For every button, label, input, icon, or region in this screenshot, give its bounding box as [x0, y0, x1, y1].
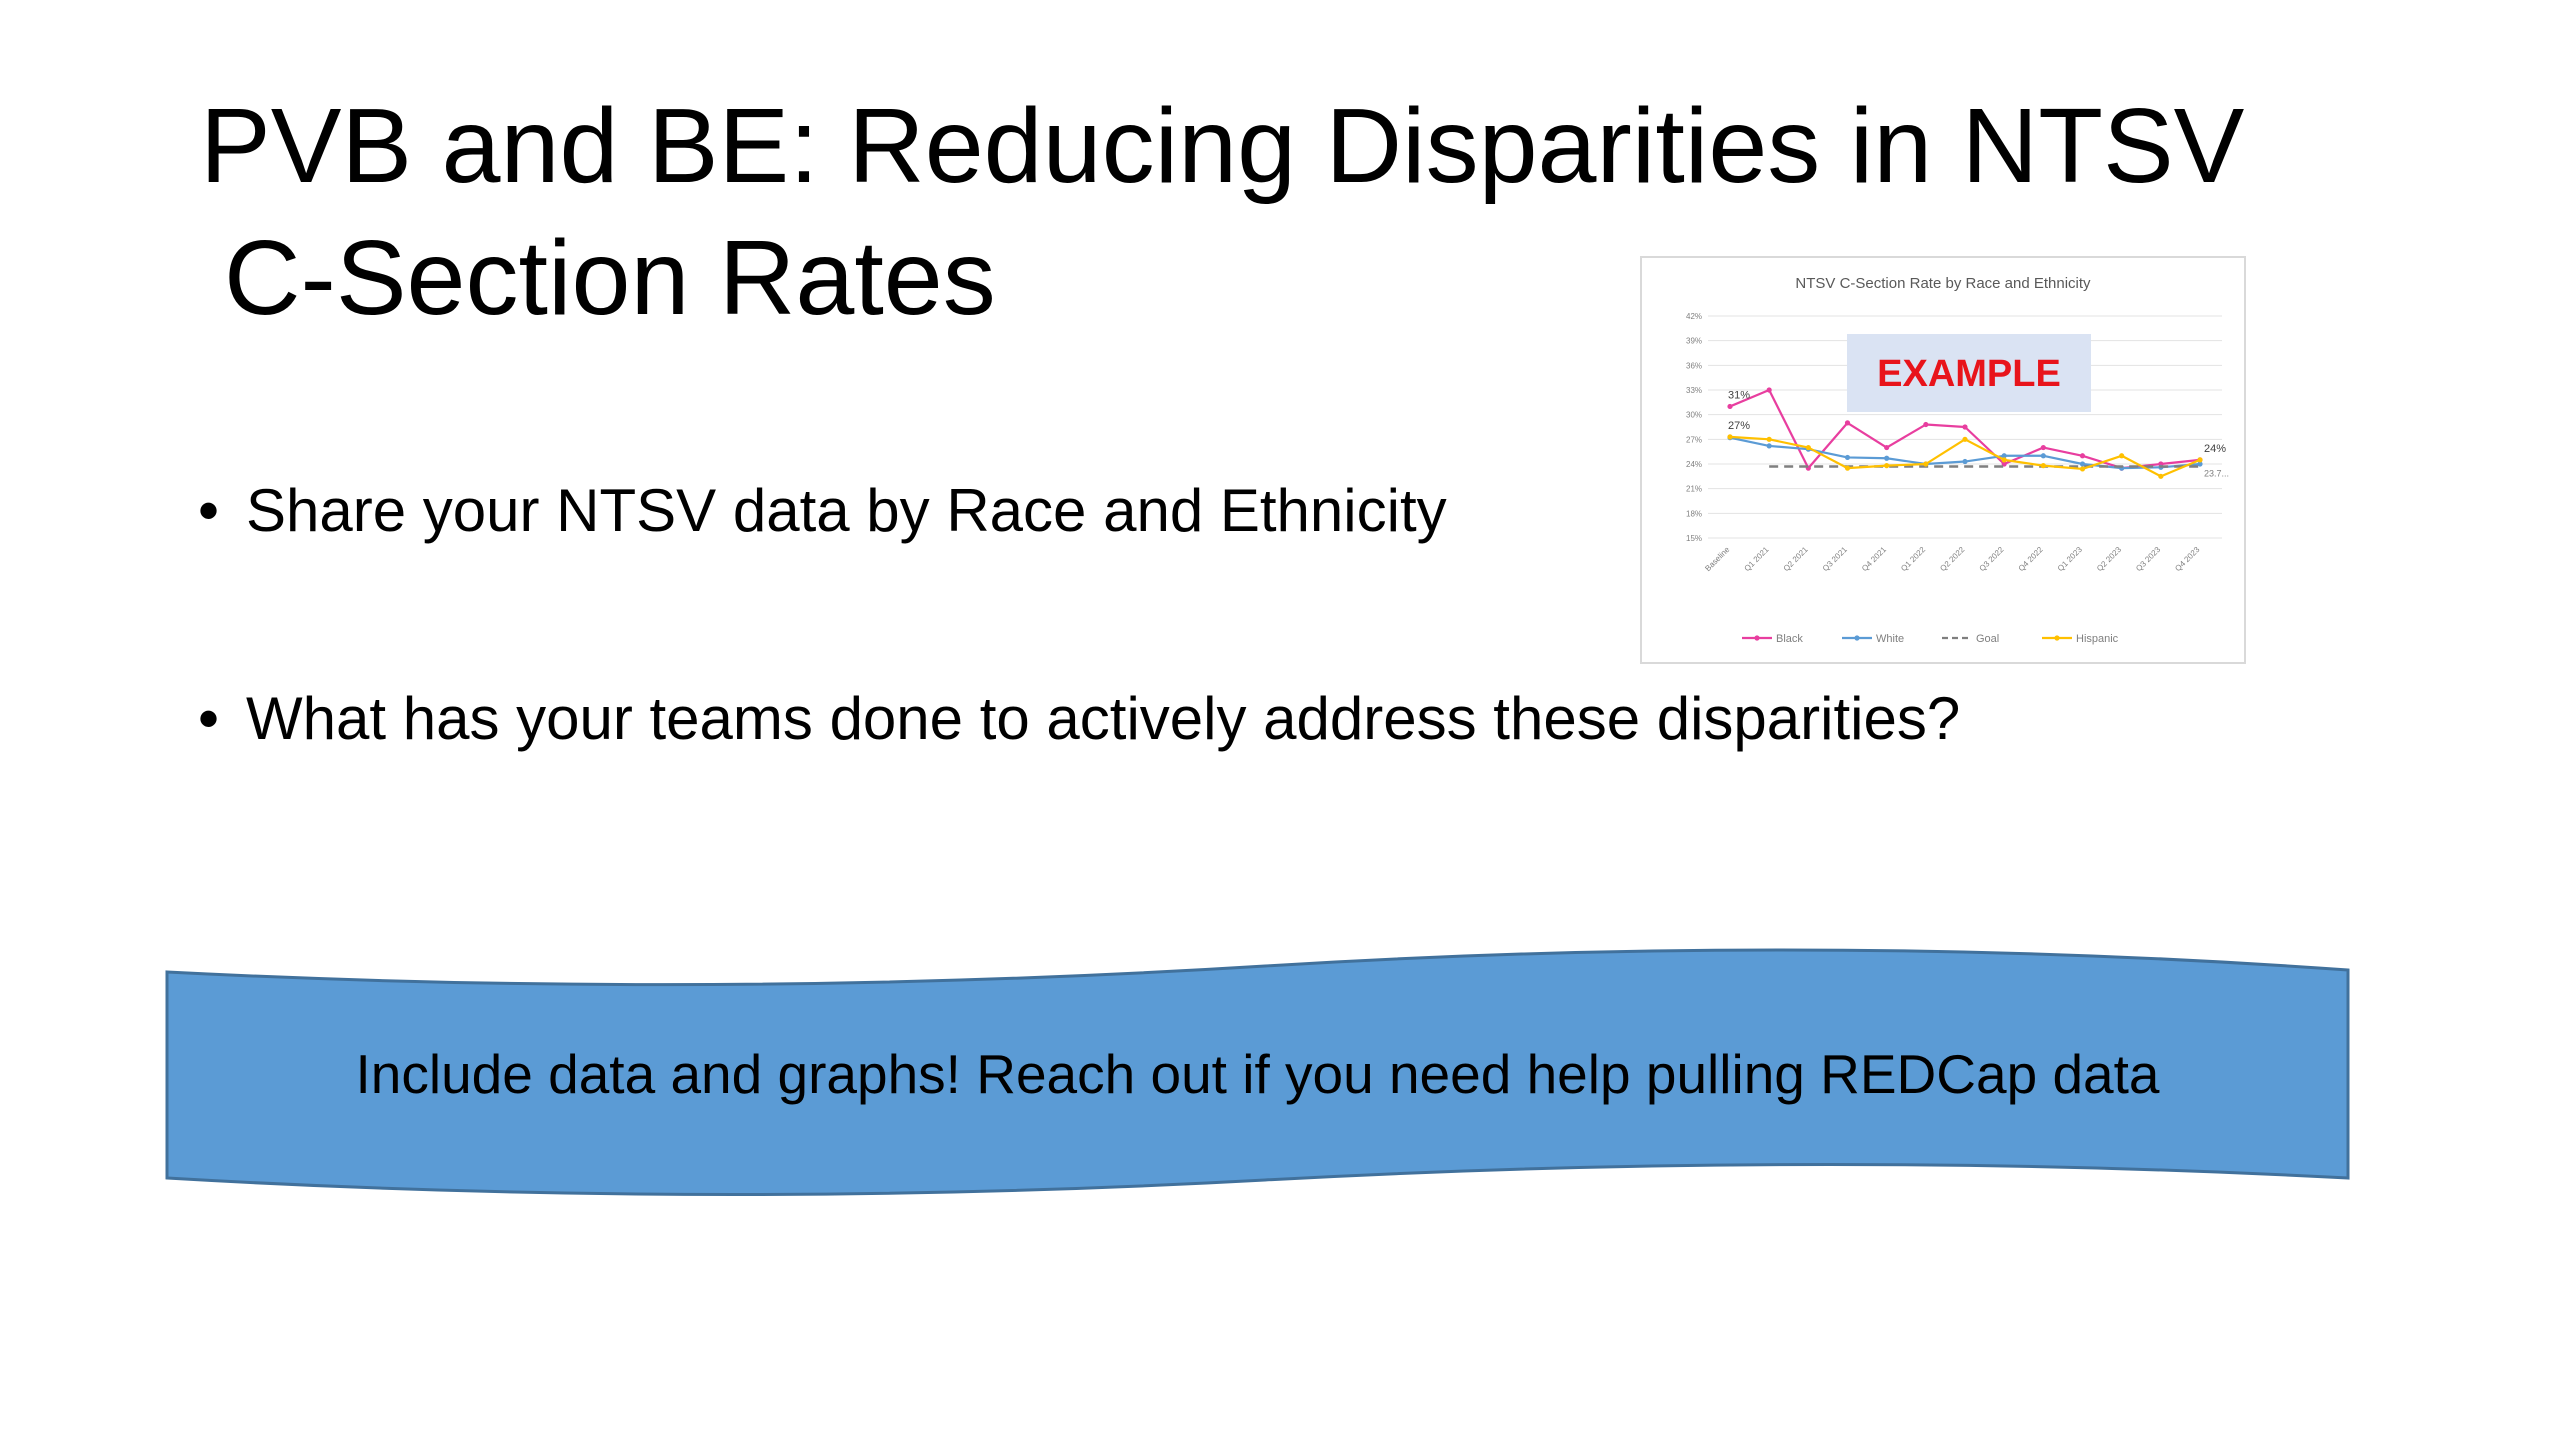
x-tick-label: Q2 2021: [1782, 545, 1810, 573]
legend-label: Hispanic: [2076, 633, 2119, 645]
y-axis-ticks: 15% 18% 21% 24% 27% 30% 33% 36% 39% 42%: [1686, 312, 1702, 543]
bullet-item: • What has your teams done to actively ad…: [198, 683, 1960, 755]
slide-title: PVB and BE: Reducing Disparities in NTSV…: [200, 80, 2350, 344]
example-watermark: EXAMPLE: [1847, 334, 2091, 412]
data-point: [1766, 436, 1772, 442]
chart-series: [1727, 387, 2203, 479]
example-chart: NTSV C-Section Rate by Race and Ethnicit…: [1640, 256, 2246, 664]
y-tick-label: 33%: [1686, 386, 1702, 395]
data-point: [2040, 453, 2046, 459]
y-tick-label: 27%: [1686, 435, 1702, 444]
data-point: [1884, 444, 1890, 451]
data-point: [1844, 465, 1851, 471]
data-point: [2040, 463, 2046, 469]
data-label: 31%: [1728, 389, 1750, 401]
data-point: [2197, 457, 2203, 463]
y-tick-label: 15%: [1686, 534, 1702, 543]
data-point: [2079, 466, 2086, 472]
data-point: [1844, 454, 1851, 461]
data-point: [2001, 453, 2007, 459]
x-axis-ticks: Baseline Q1 2021 Q2 2021 Q3 2021 Q4 2021 Q1 2…: [1703, 545, 2201, 573]
x-tick-label: Baseline: [1703, 545, 1731, 573]
legend-label: Goal: [1976, 633, 1999, 645]
bullet-dot: •: [198, 685, 220, 752]
x-tick-label: Q1 2021: [1743, 545, 1771, 573]
x-tick-label: Q2 2022: [1938, 545, 1966, 573]
example-watermark-box: [1847, 334, 2091, 412]
legend-label: White: [1876, 633, 1904, 645]
data-point: [2079, 453, 2086, 459]
legend-label: Black: [1776, 633, 1803, 645]
data-point: [1727, 403, 1733, 410]
data-point: [1766, 443, 1772, 449]
chart-svg: NTSV C-Section Rate by Race and Ethnicit…: [1686, 275, 2229, 645]
example-watermark-label: EXAMPLE: [1877, 353, 2061, 395]
y-tick-label: 21%: [1686, 485, 1702, 494]
y-tick-label: 24%: [1686, 460, 1702, 469]
data-point: [1923, 421, 1929, 428]
x-tick-label: Q1 2022: [1899, 545, 1927, 573]
x-tick-label: Q3 2022: [1978, 545, 2006, 573]
data-point: [1962, 458, 1968, 465]
data-point: [1727, 434, 1733, 440]
bullet-item: • Share your NTSV data by Race and Ethnic…: [198, 475, 1447, 547]
data-point: [1923, 461, 1929, 467]
data-point: [2197, 461, 2203, 467]
bullet-dot: •: [198, 477, 220, 544]
callout-banner: Include data and graphs! Reach out if yo…: [165, 940, 2350, 1200]
x-tick-label: Q4 2021: [1860, 545, 1888, 573]
legend-marker: [2054, 635, 2060, 641]
title-line-1: PVB and BE: Reducing Disparities in NTSV: [200, 87, 2245, 205]
legend-marker: [1754, 635, 1760, 641]
data-point: [1844, 420, 1851, 426]
data-point: [1884, 455, 1890, 461]
data-label: 23.7...: [2204, 468, 2229, 478]
data-label: 24%: [2204, 443, 2226, 455]
data-point: [1962, 436, 1968, 442]
y-tick-label: 18%: [1686, 509, 1702, 518]
data-point: [1884, 463, 1890, 469]
title-line-2: C-Section Rates: [224, 219, 996, 337]
wave-banner-shape: [165, 948, 2350, 1197]
x-tick-label: Q4 2023: [2173, 545, 2201, 573]
bullet-text: What has your teams done to actively add…: [246, 685, 1961, 752]
data-point: [2079, 461, 2086, 467]
chart-title: NTSV C-Section Rate by Race and Ethnicit…: [1795, 275, 2091, 292]
x-tick-label: Q2 2023: [2095, 545, 2123, 573]
data-label: 27%: [1728, 420, 1750, 432]
data-point: [1766, 387, 1772, 393]
banner-text: Include data and graphs! Reach out if yo…: [355, 1043, 2160, 1105]
x-tick-label: Q3 2021: [1821, 545, 1849, 573]
series-line: [1729, 435, 2201, 478]
data-point: [2001, 457, 2007, 463]
data-point: [1805, 444, 1811, 451]
chart-legend: Black White Goal Hispanic: [1742, 633, 2119, 645]
legend-marker: [1854, 635, 1860, 641]
y-tick-label: 36%: [1686, 361, 1702, 370]
data-labels: 31% 24% 23.7... 27%: [1728, 389, 2229, 478]
data-point: [2119, 453, 2125, 459]
x-tick-label: Q3 2023: [2134, 545, 2162, 573]
bullet-text: Share your NTSV data by Race and Ethnici…: [246, 477, 1447, 544]
x-tick-label: Q4 2022: [2017, 545, 2045, 573]
data-point: [2158, 473, 2164, 479]
y-tick-label: 39%: [1686, 337, 1702, 346]
data-point: [1962, 424, 1968, 430]
y-tick-label: 30%: [1686, 411, 1702, 420]
y-tick-label: 42%: [1686, 312, 1702, 321]
data-point: [2040, 444, 2046, 451]
x-tick-label: Q1 2023: [2056, 545, 2084, 573]
